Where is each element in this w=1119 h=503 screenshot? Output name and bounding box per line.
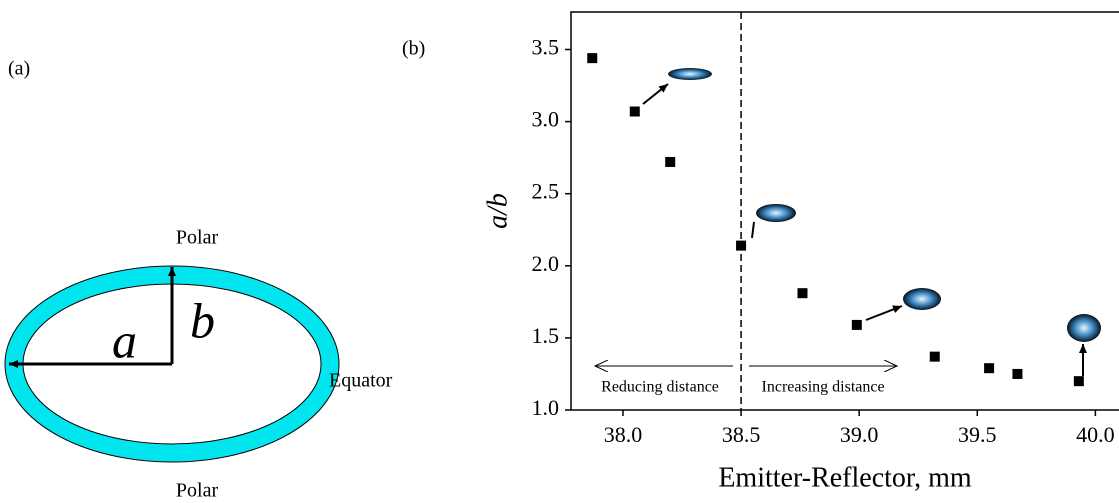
annotation: Reducing distance (601, 379, 719, 396)
droplet (668, 68, 712, 80)
y-tick-label: 2.0 (532, 251, 560, 276)
polar-bottom: Polar (176, 480, 219, 502)
panel-label: (a) (8, 58, 30, 80)
point (984, 363, 995, 374)
x-axis-label: Emitter-Reflector, mm (718, 462, 972, 493)
x-tick-label: 38.5 (722, 422, 761, 447)
droplet (903, 288, 941, 310)
y-axis-label: a/b (482, 193, 513, 229)
point (1073, 376, 1084, 387)
pointer (642, 83, 669, 105)
x-tick-label: 38.0 (604, 422, 643, 447)
y-tick-label: 2.5 (532, 179, 560, 204)
plot-frame (570, 11, 1119, 411)
ring-outline (4, 265, 340, 463)
label-b: b (190, 292, 215, 348)
point (736, 240, 747, 251)
pointer (865, 305, 903, 321)
y-tick-label: 1.0 (532, 395, 560, 420)
polar-top: Polar (176, 227, 219, 249)
panel-label: (b) (402, 38, 425, 60)
droplets (642, 68, 1101, 376)
droplet (756, 204, 796, 222)
droplet (1067, 314, 1101, 342)
y-tick-label: 1.5 (532, 323, 560, 348)
point (851, 319, 862, 330)
point (1012, 368, 1023, 379)
label-a: a (112, 312, 137, 368)
annotation: Increasing distance (762, 379, 885, 396)
point (929, 351, 940, 362)
point (797, 288, 808, 299)
y-tick-label: 3.0 (532, 107, 560, 132)
y-tick-label: 3.5 (532, 35, 560, 60)
point (587, 53, 598, 64)
x-tick-label: 40.0 (1076, 422, 1115, 447)
point (629, 106, 640, 117)
equator-label: Equator (329, 370, 393, 392)
pointer (751, 221, 755, 239)
x-tick-label: 39.0 (840, 422, 879, 447)
point (665, 156, 676, 167)
x-tick-label: 39.5 (958, 422, 997, 447)
